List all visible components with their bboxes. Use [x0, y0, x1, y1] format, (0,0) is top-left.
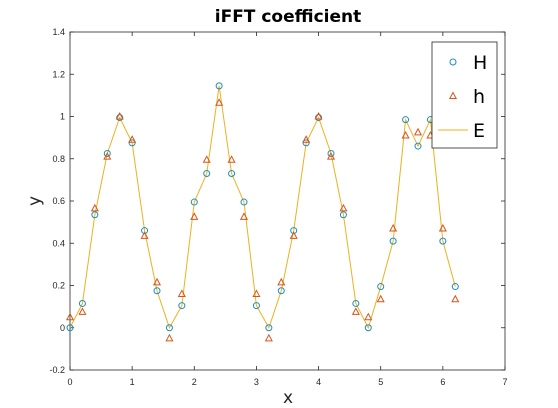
series-layer — [65, 82, 460, 342]
point-h-1 — [78, 307, 87, 315]
x-tick-label-3: 3 — [254, 377, 259, 387]
point-H-9 — [178, 302, 186, 310]
point-H-24 — [364, 324, 372, 332]
point-H-19 — [302, 139, 310, 147]
point-H-18 — [290, 227, 298, 235]
y-tick-label-1: 0 — [60, 323, 65, 333]
point-h-19 — [302, 135, 311, 143]
point-H-14 — [240, 198, 248, 206]
point-h-17 — [277, 277, 286, 286]
point-H-17 — [277, 287, 285, 295]
point-H-3 — [103, 149, 111, 157]
point-h-22 — [339, 203, 348, 212]
x-tick-label-4: 4 — [316, 377, 321, 387]
y-tick-label-6: 1 — [60, 112, 65, 122]
point-h-12 — [215, 98, 224, 106]
point-H-13 — [228, 170, 236, 178]
point-H-2 — [91, 211, 99, 219]
point-h-18 — [289, 231, 298, 239]
point-H-0 — [66, 324, 74, 332]
x-tick-label-5: 5 — [378, 377, 383, 387]
legend: HhE — [431, 41, 498, 149]
series-E — [69, 85, 456, 330]
point-H-26 — [389, 237, 397, 245]
point-h-14 — [239, 212, 249, 220]
point-h-25 — [376, 294, 385, 303]
point-h-6 — [140, 231, 149, 239]
point-H-30 — [439, 237, 447, 245]
point-h-15 — [252, 289, 261, 297]
point-h-21 — [326, 152, 336, 160]
axis-ticks: 0 1 2 3 4 5 6 7-0.200.20.40.60.811.21.4 — [49, 27, 507, 387]
point-h-9 — [177, 289, 186, 297]
x-tick-label-0: 0 — [67, 377, 72, 387]
x-tick-label-7: 7 — [502, 377, 507, 387]
point-H-21 — [327, 149, 335, 157]
point-H-28 — [414, 142, 422, 150]
series-line-2 — [69, 85, 456, 330]
point-h-16 — [264, 333, 273, 342]
point-h-11 — [202, 155, 211, 163]
point-H-11 — [203, 170, 211, 178]
x-tick-label-1: 1 — [130, 377, 135, 387]
y-tick-label-2: 0.2 — [52, 281, 65, 291]
point-H-12 — [215, 82, 223, 90]
y-tick-label-0: -0.2 — [49, 365, 65, 375]
legend-label-E: E — [473, 120, 485, 142]
x-axis-label: x — [283, 388, 293, 408]
point-h-3 — [103, 152, 112, 160]
point-H-16 — [265, 324, 273, 332]
point-h-0 — [65, 312, 75, 321]
y-tick-label-8: 1.4 — [52, 27, 65, 37]
point-h-10 — [190, 212, 199, 220]
point-h-31 — [451, 294, 460, 303]
point-H-1 — [78, 299, 86, 307]
point-h-8 — [165, 333, 174, 342]
legend-swatch-h — [448, 91, 458, 99]
point-h-28 — [413, 127, 423, 136]
point-H-7 — [153, 287, 161, 295]
point-h-5 — [128, 135, 137, 143]
point-H-31 — [451, 283, 459, 291]
point-h-2 — [90, 203, 99, 212]
point-H-27 — [402, 116, 410, 124]
point-h-26 — [389, 223, 398, 232]
point-h-23 — [351, 307, 360, 315]
point-h-20 — [314, 111, 323, 120]
point-h-30 — [438, 223, 447, 232]
point-h-27 — [401, 130, 410, 139]
chart-title: iFFT coefficient — [215, 7, 361, 27]
point-H-25 — [377, 283, 385, 291]
point-H-8 — [165, 324, 173, 332]
point-H-10 — [190, 198, 198, 206]
point-H-22 — [339, 211, 347, 219]
y-tick-label-3: 0.4 — [52, 238, 65, 248]
point-H-20 — [315, 114, 323, 122]
x-tick-label-2: 2 — [192, 377, 197, 387]
legend-label-H: H — [473, 52, 487, 74]
point-h-4 — [115, 111, 124, 120]
legend-label-h: h — [473, 86, 485, 108]
point-h-24 — [364, 312, 373, 321]
point-H-15 — [252, 302, 260, 310]
y-tick-label-5: 0.8 — [52, 154, 65, 164]
point-H-4 — [116, 114, 124, 122]
legend-swatch-H — [449, 58, 457, 66]
point-H-5 — [128, 139, 136, 147]
point-h-7 — [152, 277, 162, 286]
y-axis-label: y — [25, 196, 45, 206]
series-h — [65, 98, 460, 342]
x-tick-label-6: 6 — [440, 377, 445, 387]
point-H-23 — [352, 299, 360, 307]
y-tick-label-7: 1.2 — [52, 69, 65, 79]
point-h-13 — [227, 155, 236, 163]
y-tick-label-4: 0.6 — [52, 196, 65, 206]
point-H-6 — [141, 227, 149, 235]
